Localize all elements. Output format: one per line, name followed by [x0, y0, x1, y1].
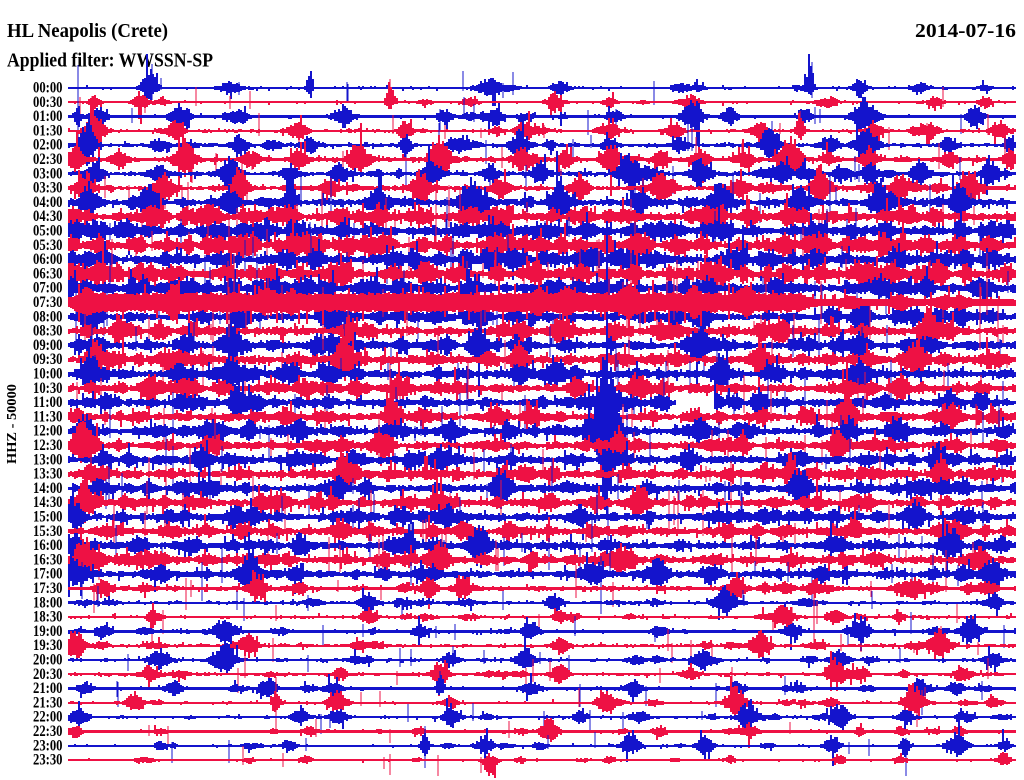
svg-text:15:00: 15:00	[33, 509, 63, 526]
svg-text:21:00: 21:00	[33, 680, 63, 697]
svg-text:07:30: 07:30	[33, 294, 63, 311]
svg-text:23:30: 23:30	[33, 752, 63, 769]
svg-text:18:00: 18:00	[33, 594, 63, 611]
svg-text:22:00: 22:00	[33, 709, 63, 726]
svg-text:04:00: 04:00	[33, 194, 63, 211]
svg-text:10:00: 10:00	[33, 366, 63, 383]
svg-text:04:30: 04:30	[33, 208, 63, 225]
svg-text:12:00: 12:00	[33, 423, 63, 440]
svg-text:17:30: 17:30	[33, 580, 63, 597]
svg-text:07:00: 07:00	[33, 280, 63, 297]
svg-text:09:30: 09:30	[33, 351, 63, 368]
svg-text:19:30: 19:30	[33, 637, 63, 654]
svg-text:05:30: 05:30	[33, 237, 63, 254]
svg-text:14:00: 14:00	[33, 480, 63, 497]
svg-text:18:30: 18:30	[33, 609, 63, 626]
svg-text:03:00: 03:00	[33, 165, 63, 182]
svg-text:11:00: 11:00	[33, 394, 63, 411]
svg-text:05:00: 05:00	[33, 223, 63, 240]
svg-text:16:00: 16:00	[33, 537, 63, 554]
svg-text:11:30: 11:30	[33, 408, 63, 425]
svg-text:08:00: 08:00	[33, 308, 63, 325]
svg-text:00:30: 00:30	[33, 94, 63, 111]
svg-text:02:30: 02:30	[33, 151, 63, 168]
svg-text:03:30: 03:30	[33, 180, 63, 197]
svg-text:13:30: 13:30	[33, 466, 63, 483]
svg-text:09:00: 09:00	[33, 337, 63, 354]
svg-text:20:30: 20:30	[33, 666, 63, 683]
svg-text:14:30: 14:30	[33, 494, 63, 511]
svg-text:00:00: 00:00	[33, 80, 63, 97]
svg-text:HL Neapolis (Crete): HL Neapolis (Crete)	[7, 21, 168, 42]
svg-text:15:30: 15:30	[33, 523, 63, 540]
svg-text:02:00: 02:00	[33, 137, 63, 154]
svg-text:16:30: 16:30	[33, 551, 63, 568]
svg-text:Applied filter: WWSSN-SP: Applied filter: WWSSN-SP	[7, 51, 213, 72]
svg-text:01:00: 01:00	[33, 108, 63, 125]
svg-text:19:00: 19:00	[33, 623, 63, 640]
svg-text:23:00: 23:00	[33, 737, 63, 754]
svg-text:13:00: 13:00	[33, 451, 63, 468]
svg-text:21:30: 21:30	[33, 694, 63, 711]
svg-text:10:30: 10:30	[33, 380, 63, 397]
svg-text:20:00: 20:00	[33, 652, 63, 669]
svg-text:06:30: 06:30	[33, 265, 63, 282]
svg-text:HHZ - 50000: HHZ - 50000	[4, 384, 19, 464]
svg-text:06:00: 06:00	[33, 251, 63, 268]
svg-text:08:30: 08:30	[33, 323, 63, 340]
svg-text:12:30: 12:30	[33, 437, 63, 454]
svg-text:22:30: 22:30	[33, 723, 63, 740]
svg-text:01:30: 01:30	[33, 122, 63, 139]
svg-text:17:00: 17:00	[33, 566, 63, 583]
svg-text:2014-07-16: 2014-07-16	[915, 21, 1016, 42]
